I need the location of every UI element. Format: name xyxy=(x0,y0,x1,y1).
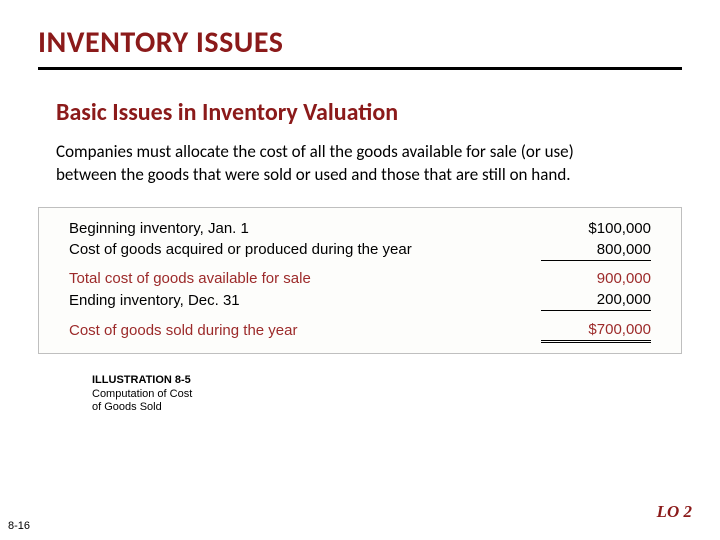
row-amount: $100,000 xyxy=(541,218,651,239)
page-title: INVENTORY ISSUES xyxy=(38,24,682,70)
slide: INVENTORY ISSUES Basic Issues in Invento… xyxy=(0,0,720,415)
row-amount: $700,000 xyxy=(541,319,651,342)
illustration-caption: ILLUSTRATION 8-5 Computation of Cost of … xyxy=(92,374,202,415)
row-label: Beginning inventory, Jan. 1 xyxy=(69,218,541,239)
row-label: Ending inventory, Dec. 31 xyxy=(69,289,541,311)
table-row: Beginning inventory, Jan. 1 $100,000 xyxy=(69,218,651,239)
spacer-row xyxy=(69,311,651,319)
subtitle: Basic Issues in Inventory Valuation xyxy=(56,98,682,127)
caption-text: Computation of Cost of Goods Sold xyxy=(92,388,192,414)
row-label: Cost of goods sold during the year xyxy=(69,319,541,342)
slide-number: 8-16 xyxy=(8,520,30,532)
row-amount: 200,000 xyxy=(541,289,651,311)
row-amount: 800,000 xyxy=(541,239,651,261)
row-label: Cost of goods acquired or produced durin… xyxy=(69,239,541,261)
learning-objective: LO 2 xyxy=(657,502,692,522)
body-paragraph: Companies must allocate the cost of all … xyxy=(56,141,616,187)
table-row: Cost of goods acquired or produced durin… xyxy=(69,239,651,261)
row-label: Total cost of goods available for sale xyxy=(69,268,541,289)
calculation-table: Beginning inventory, Jan. 1 $100,000 Cos… xyxy=(69,218,651,343)
caption-title: ILLUSTRATION 8-5 xyxy=(92,374,191,386)
spacer-row xyxy=(69,260,651,268)
table-row: Cost of goods sold during the year $700,… xyxy=(69,319,651,342)
table-row: Total cost of goods available for sale 9… xyxy=(69,268,651,289)
calculation-panel: Beginning inventory, Jan. 1 $100,000 Cos… xyxy=(38,207,682,354)
row-amount: 900,000 xyxy=(541,268,651,289)
table-row: Ending inventory, Dec. 31 200,000 xyxy=(69,289,651,311)
